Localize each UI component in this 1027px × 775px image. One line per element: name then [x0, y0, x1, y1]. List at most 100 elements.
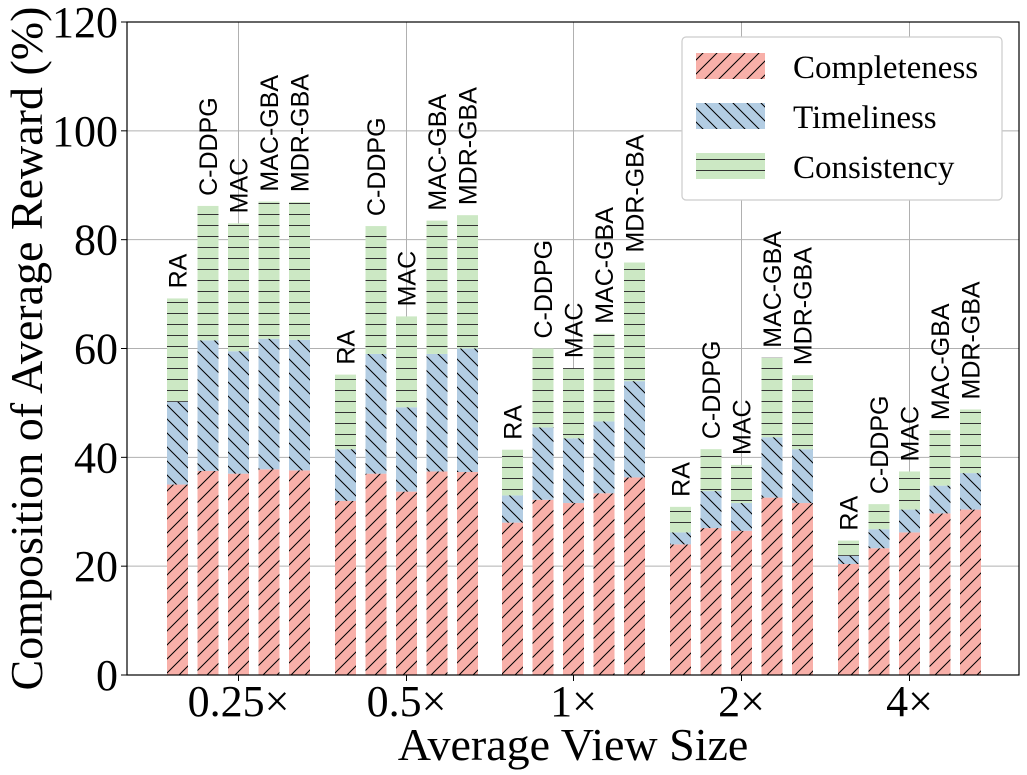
- bar-completeness: [838, 563, 859, 675]
- bar-method-label: RA: [165, 253, 193, 288]
- bar-completeness: [426, 471, 448, 675]
- bar-method-label: MDR-GBA: [455, 87, 483, 205]
- legend-label-consistency: Consistency: [793, 150, 955, 186]
- bar-completeness: [700, 528, 722, 675]
- bar-consistency: [929, 430, 951, 486]
- bar-consistency: [532, 348, 554, 428]
- bar-consistency: [563, 368, 584, 439]
- bar-method-label: C-DDPG: [698, 341, 726, 440]
- bar-timeliness: [960, 473, 981, 510]
- bar-method-label: MDR-GBA: [790, 247, 818, 365]
- bar-timeliness: [532, 427, 554, 500]
- bar-consistency: [960, 409, 981, 474]
- bar-timeliness: [228, 351, 249, 474]
- bar-consistency: [731, 464, 752, 504]
- bar-consistency: [167, 298, 188, 402]
- bar-method-label: MAC: [729, 399, 757, 455]
- bar-consistency: [761, 357, 783, 438]
- bar-timeliness: [929, 485, 951, 514]
- bar-consistency: [670, 506, 691, 533]
- y-axis-title: Composition of Average Reward (%): [1, 7, 52, 691]
- bar-timeliness: [258, 338, 280, 470]
- legend-label-completeness: Completeness: [793, 50, 978, 86]
- bar-completeness: [960, 509, 981, 675]
- bar-consistency: [365, 226, 387, 354]
- bar-timeliness: [868, 529, 890, 549]
- bar-completeness: [502, 522, 523, 675]
- bar-timeliness: [899, 509, 920, 533]
- bar-completeness: [731, 530, 752, 675]
- bar-method-label: MAC-GBA: [256, 75, 284, 192]
- bar-consistency: [289, 202, 310, 340]
- y-tick-label: 80: [74, 216, 118, 265]
- legend-swatch-consistency: [696, 153, 765, 179]
- bar-method-label: MAC-GBA: [424, 94, 452, 211]
- bars: [167, 201, 981, 675]
- bar-consistency: [700, 449, 722, 492]
- y-tick-label: 20: [74, 542, 118, 591]
- bar-timeliness: [731, 503, 752, 531]
- x-tick-label: 0.25×: [188, 677, 290, 726]
- bar-completeness: [228, 473, 249, 675]
- bar-method-label: MDR-GBA: [958, 281, 986, 399]
- bar-consistency: [624, 262, 645, 382]
- bar-completeness: [258, 469, 280, 675]
- bar-completeness: [593, 493, 615, 675]
- legend-swatch-timeliness: [696, 103, 765, 129]
- bar-consistency: [396, 316, 417, 408]
- bar-method-label: MDR-GBA: [287, 74, 315, 192]
- bar-method-label: MAC-GBA: [591, 207, 619, 324]
- bar-completeness: [365, 473, 387, 675]
- bar-method-label: MDR-GBA: [622, 134, 650, 252]
- bar-completeness: [761, 497, 783, 675]
- y-tick-label: 120: [52, 0, 118, 47]
- bar-method-label: MAC: [226, 158, 254, 214]
- bar-consistency: [792, 375, 813, 450]
- bar-timeliness: [593, 421, 615, 494]
- x-tick-label: 2×: [718, 677, 765, 726]
- y-tick-label: 60: [74, 325, 118, 374]
- bar-method-label: MAC: [897, 406, 925, 462]
- bar-completeness: [899, 532, 920, 675]
- legend-label-timeliness: Timeliness: [793, 100, 937, 136]
- bar-timeliness: [761, 437, 783, 498]
- x-tick-label: 4×: [886, 677, 933, 726]
- bar-timeliness: [396, 407, 417, 492]
- bar-timeliness: [335, 449, 356, 501]
- bar-method-label: RA: [668, 462, 696, 497]
- bar-completeness: [624, 477, 645, 675]
- bar-completeness: [563, 503, 584, 675]
- x-tick-label: 0.5×: [367, 677, 447, 726]
- bar-consistency: [502, 449, 523, 496]
- bar-completeness: [457, 472, 478, 675]
- legend: Completeness Timeliness Consistency: [681, 36, 1003, 201]
- bar-consistency: [335, 374, 356, 450]
- bar-consistency: [426, 220, 448, 354]
- x-axis-title: Average View Size: [398, 719, 749, 770]
- bar-consistency: [228, 223, 249, 352]
- bar-timeliness: [838, 555, 859, 564]
- bar-completeness: [929, 513, 951, 675]
- bar-completeness: [197, 470, 219, 675]
- bar-timeliness: [670, 532, 691, 545]
- bar-timeliness: [167, 401, 188, 485]
- y-tick-label: 0: [96, 651, 118, 700]
- bar-consistency: [457, 215, 478, 349]
- y-tick-label: 40: [74, 433, 118, 482]
- bar-timeliness: [624, 381, 645, 478]
- bar-labels: RAC-DDPG MAC MAC-GBA MDR-GBARAC-DDPGMACMAC-…: [165, 74, 986, 531]
- bar-timeliness: [502, 495, 523, 523]
- bar-completeness: [167, 484, 188, 675]
- bar-method-label: RA: [333, 330, 361, 365]
- legend-swatch-completeness: [696, 53, 765, 79]
- bar-method-label: C-DDPG: [363, 117, 391, 216]
- bar-consistency: [258, 201, 280, 339]
- bar-method-label: C-DDPG: [195, 97, 223, 196]
- y-tick-label: 100: [52, 107, 118, 156]
- bar-method-label: RA: [500, 405, 528, 440]
- bar-method-label: C-DDPG: [530, 240, 558, 339]
- bar-consistency: [593, 333, 615, 422]
- bar-timeliness: [563, 438, 584, 504]
- x-tick-label: 1×: [550, 677, 597, 726]
